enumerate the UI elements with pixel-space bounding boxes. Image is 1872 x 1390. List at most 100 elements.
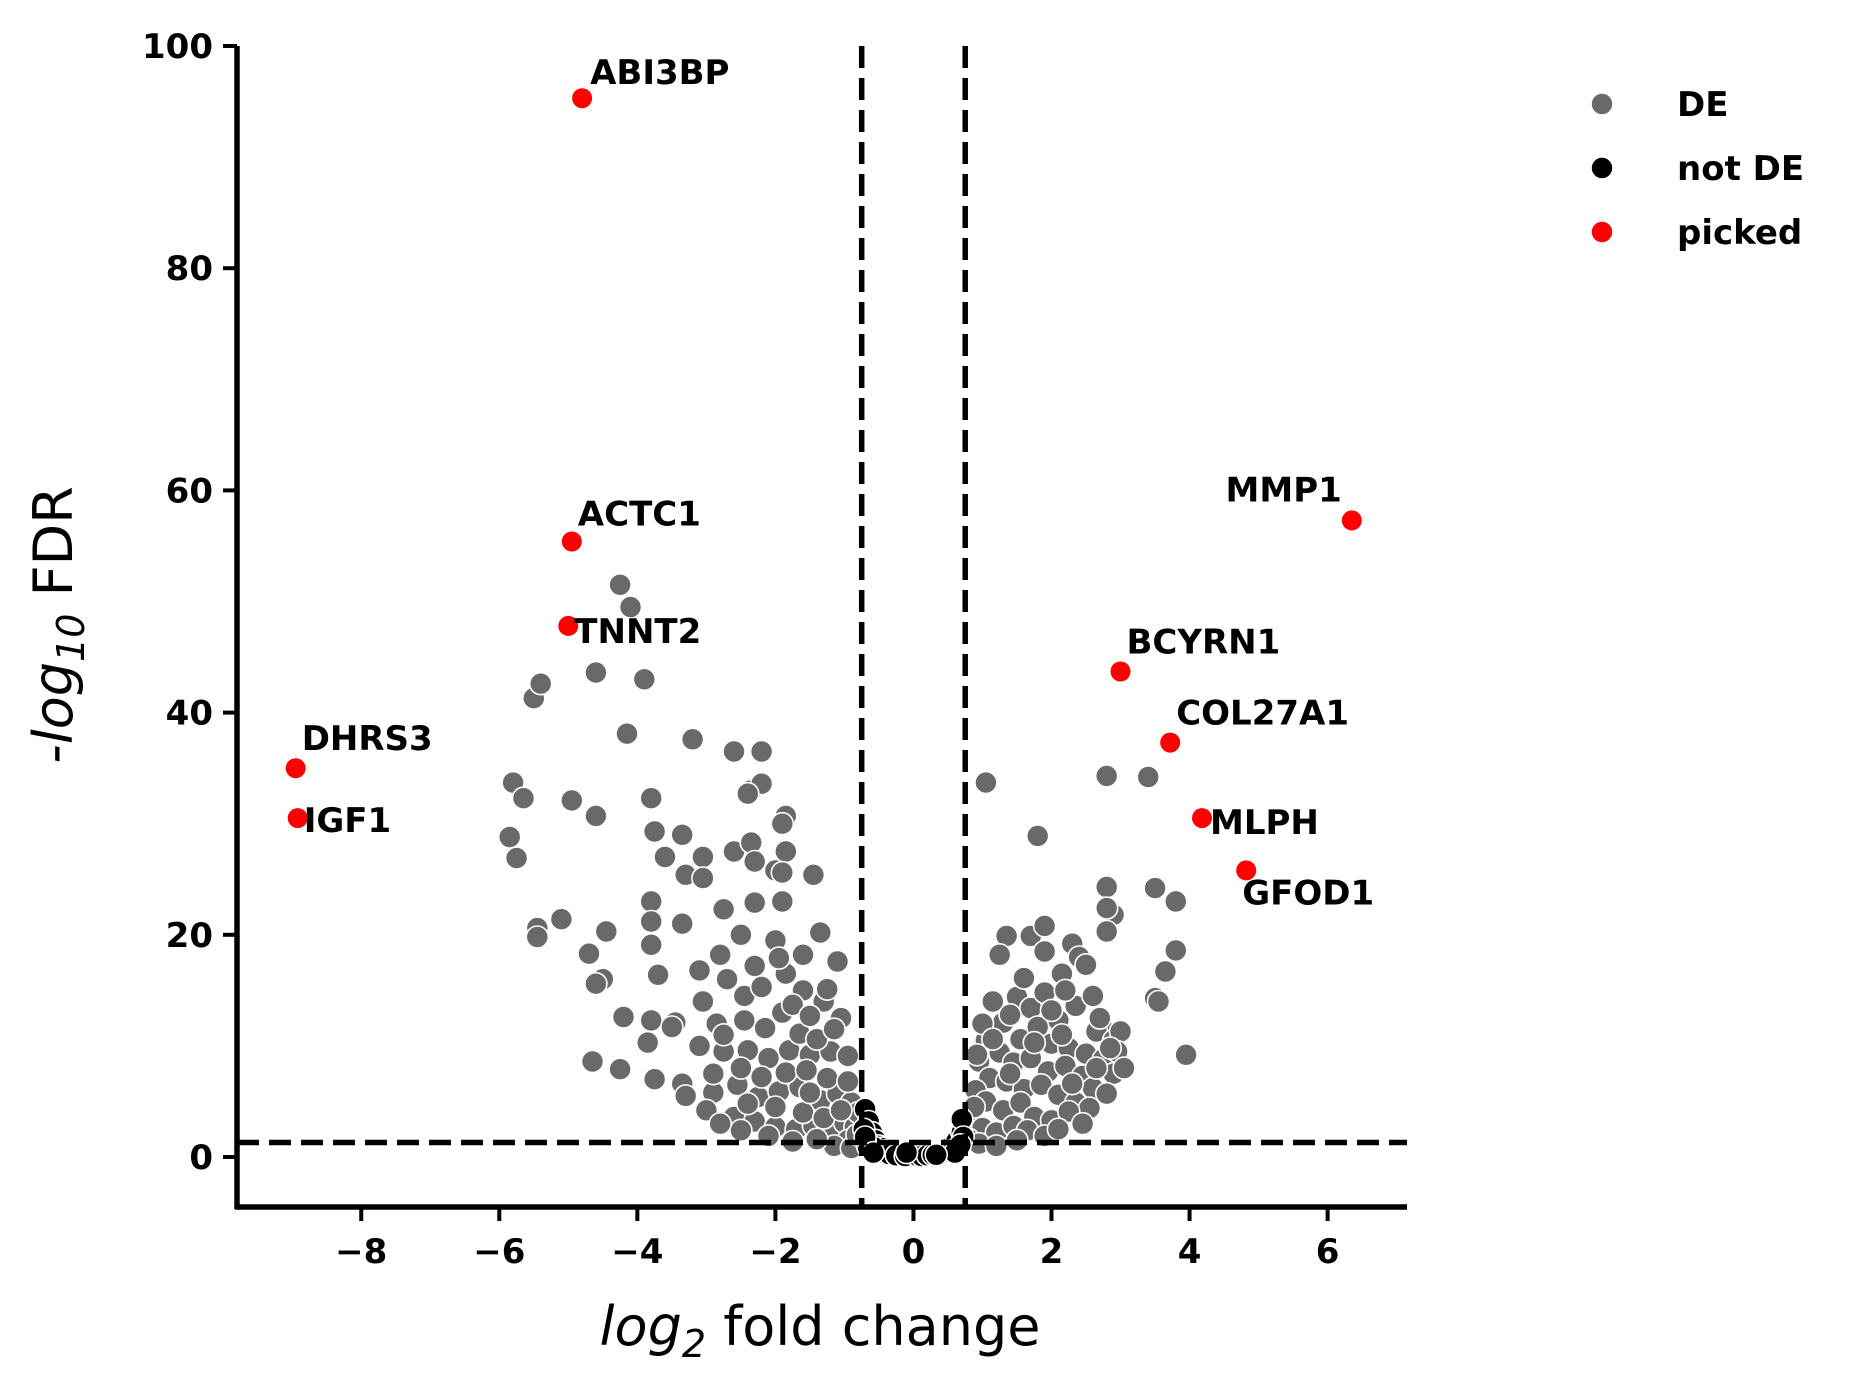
y-tick-label: 80 [166,249,213,289]
x-tick-label: 0 [902,1232,926,1272]
point-de [729,922,753,947]
point-de [639,1008,664,1033]
point-de [670,911,695,936]
point-de [732,1008,757,1033]
point-de [580,1049,605,1074]
point-de [742,849,767,874]
point-de [829,1098,853,1123]
point-de [594,919,619,944]
point-de [1050,1023,1074,1047]
point-de [1084,1056,1109,1080]
point-de [691,866,715,890]
point-de [701,1061,726,1086]
y-tick-label: 60 [166,471,213,511]
y-axis-title: -log10 FDR [22,486,93,764]
point-de [1094,764,1119,788]
gene-label-abi3bp: ABI3BP [590,53,729,93]
point-de [1094,1081,1119,1106]
point-de [1025,824,1050,848]
point-de [497,825,522,849]
point-de [639,889,664,914]
point-de [965,1043,989,1067]
point-de [773,1060,798,1085]
point-de [749,739,774,764]
point-de [584,971,608,996]
point-de [1032,939,1057,964]
point-picked [1160,732,1181,753]
point-de [1164,889,1188,914]
point-de [1094,896,1119,920]
legend-marker-de [1590,92,1614,116]
point-de [1008,1090,1033,1115]
point-de [1070,1111,1095,1136]
point-not-de [894,1140,919,1165]
point-de [1022,1030,1047,1055]
point-de [749,975,774,999]
point-de [815,977,840,1002]
point-de [1174,1043,1198,1067]
point-picked [287,808,308,829]
point-de [780,992,805,1017]
point-de [763,1095,788,1119]
point-de [804,1027,829,1051]
point-de [608,572,632,597]
point-de [1012,966,1036,990]
point-de [549,907,574,932]
point-de [984,1134,1009,1158]
point-de [722,739,746,764]
point-picked [1192,808,1212,829]
gene-label-dhrs3: DHRS3 [302,719,433,759]
point-de [615,721,639,746]
point-de [673,1084,698,1108]
point-de [559,788,584,813]
point-de [836,1069,860,1094]
point-de [687,1034,712,1058]
legend-marker-not-de [1590,156,1614,180]
point-de [998,1002,1022,1027]
point-de [1098,1036,1122,1060]
point-de [687,958,712,983]
point-picked [1110,661,1131,682]
point-de [770,860,795,885]
point-de [1146,989,1171,1014]
point-de [825,949,850,974]
point-de [691,845,715,869]
point-de [635,1030,660,1055]
axis-title-rest: FDR [22,486,85,613]
point-de [708,942,733,967]
point-de [1094,875,1119,899]
point-de [608,1057,632,1081]
x-tick-label: 6 [1316,1232,1340,1272]
point-de [791,1100,815,1125]
legend-marker-picked [1590,220,1614,244]
point-picked [572,88,593,109]
threshold-lines [237,46,1407,1207]
point-de [1094,919,1119,944]
point-de [577,941,601,966]
legend: DE not DE picked [1590,85,1804,253]
point-de [525,925,550,949]
point-de [1143,876,1167,900]
point-de [642,1067,667,1091]
y-tick-label: 0 [189,1138,213,1178]
point-de [660,1015,684,1039]
point-de [1032,914,1057,938]
point-de [742,954,767,978]
point-de [729,1056,753,1080]
point-picked [561,531,582,552]
axis-title-main: -log [22,662,85,764]
point-de [1153,959,1178,984]
legend-label-de: DE [1677,85,1728,125]
point-de [511,786,536,811]
axis-title-subscript: 10 [49,614,93,662]
point-de [749,1065,774,1089]
point-de [715,967,739,992]
point-de [980,989,1005,1014]
point-de [980,1027,1005,1051]
point-de [632,667,657,692]
point-de [1074,952,1098,977]
point-de [639,909,664,934]
gene-label-mmp1: MMP1 [1226,470,1342,510]
